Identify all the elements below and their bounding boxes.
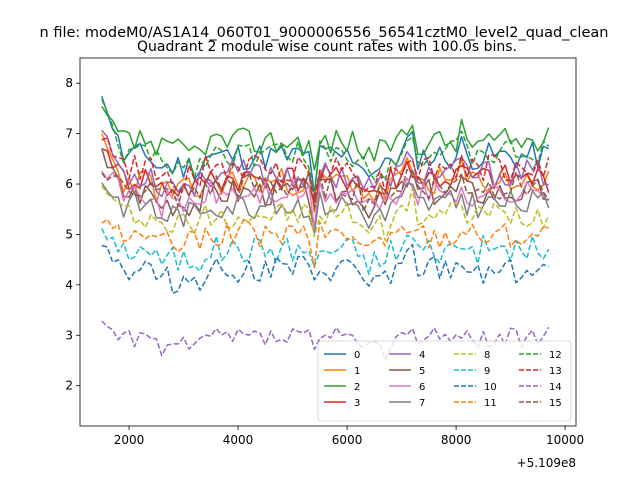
x-offset-label: +5.109e8 (517, 456, 576, 470)
legend-label: 5 (419, 366, 425, 377)
x-tick-label: 8000 (441, 433, 472, 447)
y-axis: 2 3 4 5 6 7 8 (65, 76, 80, 393)
legend-label: 8 (484, 350, 490, 361)
series-line-2 (101, 105, 550, 171)
y-tick-label: 4 (65, 278, 73, 292)
legend-label: 15 (549, 398, 562, 409)
x-tick-label: 4000 (223, 433, 254, 447)
legend-label: 6 (419, 382, 425, 393)
legend-label: 2 (354, 382, 360, 393)
series-line-9 (101, 228, 550, 276)
y-tick-label: 6 (65, 177, 73, 191)
legend-label: 1 (354, 366, 360, 377)
legend-label: 11 (484, 398, 497, 409)
series-line-11 (101, 218, 549, 269)
series-line-8 (101, 185, 550, 242)
x-axis: 2000 4000 6000 8000 10000 (114, 426, 584, 447)
series-line-12 (101, 99, 550, 195)
legend-label: 3 (354, 398, 360, 409)
series-line-13 (101, 136, 550, 201)
y-tick-label: 8 (65, 76, 73, 90)
y-tick-label: 7 (65, 127, 73, 141)
x-tick-label: 2000 (114, 433, 145, 447)
legend-label: 7 (419, 398, 425, 409)
chart-suptitle: n file: modeM0/AS1A14_060T01_9000006556_… (40, 25, 609, 41)
legend-label: 14 (549, 382, 562, 393)
series-line-7 (101, 182, 550, 234)
legend-label: 9 (484, 366, 490, 377)
legend-label: 4 (419, 350, 425, 361)
series-line-4 (101, 129, 549, 198)
legend-box (317, 340, 572, 422)
legend-label: 10 (484, 382, 497, 393)
y-tick-label: 5 (65, 227, 73, 241)
x-tick-label: 10000 (546, 433, 584, 447)
chart-title: Quadrant 2 module wise count rates with … (137, 39, 517, 55)
series-layer (101, 96, 550, 361)
legend-label: 13 (549, 366, 562, 377)
y-tick-label: 3 (65, 328, 73, 342)
legend-label: 12 (549, 350, 562, 361)
y-tick-label: 2 (65, 379, 73, 393)
legend-label: 0 (354, 350, 360, 361)
series-line-10 (101, 243, 549, 295)
x-tick-label: 6000 (332, 433, 363, 447)
series-line-15 (101, 168, 550, 213)
plot-area-frame (79, 57, 577, 427)
